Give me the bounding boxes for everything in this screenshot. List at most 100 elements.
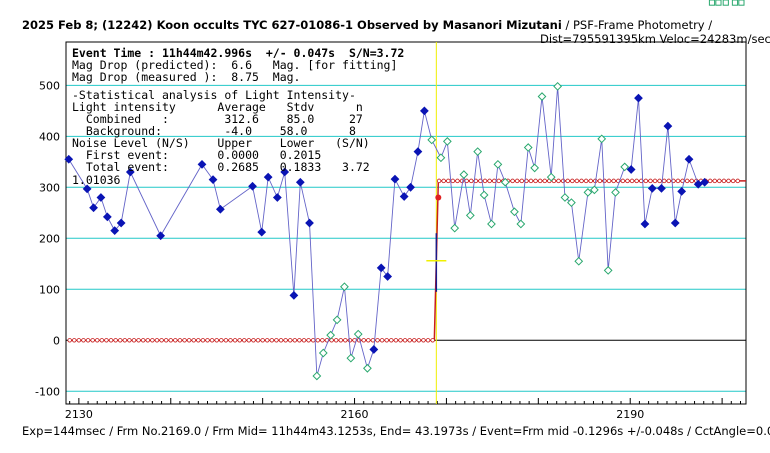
- data-point: [663, 121, 673, 131]
- model-marker-low: [425, 338, 431, 343]
- stats-total-event: Total event: 0.2685 0.1833 3.72: [72, 160, 370, 174]
- y-tick-label: 500: [39, 79, 60, 92]
- model-marker-high: [542, 178, 547, 184]
- data-point: [670, 218, 680, 228]
- data-point: [289, 291, 299, 300]
- model-marker-low: [200, 338, 206, 343]
- data-point: [597, 134, 607, 144]
- data-point: [626, 165, 636, 174]
- model-marker-high: [629, 178, 635, 184]
- model-marker-low: [260, 338, 265, 343]
- data-point: [102, 212, 112, 222]
- model-marker-high: [657, 178, 662, 184]
- model-marker-high: [634, 178, 639, 184]
- model-marker-low: [292, 338, 298, 343]
- mag-drop-predicted: Mag Drop (predicted): 6.6 Mag. [for fitt…: [72, 58, 398, 72]
- y-tick-label: 0: [53, 334, 60, 347]
- model-marker-low: [301, 338, 307, 343]
- model-marker-low: [361, 338, 366, 343]
- data-point: [738, 0, 745, 6]
- model-marker-low: [209, 338, 215, 343]
- data-point: [197, 159, 207, 169]
- data-point: [353, 329, 363, 339]
- data-point: [677, 187, 687, 196]
- x-tick-label: 2190: [616, 408, 644, 421]
- data-point: [574, 256, 584, 266]
- data-point: [427, 135, 437, 145]
- data-point: [363, 363, 372, 373]
- model-marker-high: [675, 178, 681, 184]
- data-point: [82, 184, 92, 194]
- model-marker-low: [255, 338, 261, 343]
- model-marker-low: [177, 338, 183, 343]
- footer-info: Exp=144msec / Frm No.2169.0 / Frm Mid= 1…: [22, 424, 770, 438]
- data-point: [589, 185, 599, 195]
- model-marker-high: [648, 178, 653, 184]
- model-marker-low: [145, 338, 150, 343]
- model-marker-low: [182, 338, 187, 343]
- model-marker-high: [450, 178, 456, 184]
- model-marker-high: [643, 178, 649, 184]
- data-point: [516, 219, 526, 229]
- model-marker-high: [721, 178, 727, 184]
- model-marker-low: [173, 338, 178, 343]
- model-marker-low: [274, 338, 279, 343]
- model-marker-low: [205, 338, 210, 343]
- data-point: [215, 204, 225, 214]
- model-marker-low: [150, 338, 155, 343]
- data-point: [510, 207, 519, 217]
- data-point: [684, 154, 694, 164]
- data-point: [295, 177, 305, 187]
- data-point: [553, 81, 563, 91]
- model-marker-low: [186, 338, 192, 343]
- model-marker-low: [67, 338, 72, 343]
- data-point: [110, 226, 120, 236]
- model-marker-low: [154, 338, 160, 343]
- stats-combined: Combined : 312.6 85.0 27: [72, 112, 363, 126]
- model-marker-low: [232, 338, 238, 343]
- chart-title-main: 2025 Feb 8; (12242) Koon occults TYC 627…: [22, 18, 562, 32]
- model-marker-low: [379, 338, 385, 343]
- x-tick-label: 2130: [65, 408, 93, 421]
- model-marker-high: [482, 178, 488, 184]
- model-marker-high: [611, 178, 616, 184]
- data-point: [89, 203, 98, 213]
- model-marker-high: [625, 178, 630, 184]
- distance-velocity: Dist=795591395km Veloc=24283m/sec: [540, 32, 770, 46]
- y-tick-label: -100: [35, 385, 60, 398]
- model-marker-high: [726, 178, 731, 184]
- model-marker-low: [122, 338, 128, 343]
- data-point: [634, 93, 643, 103]
- data-point: [487, 219, 496, 229]
- model-marker-low: [159, 338, 164, 343]
- model-marker-low: [131, 338, 137, 343]
- model-marker-low: [228, 338, 233, 343]
- model-marker-high: [570, 178, 575, 184]
- model-marker-low: [310, 338, 316, 343]
- data-point: [450, 223, 460, 233]
- model-marker-low: [315, 338, 320, 343]
- data-point: [560, 193, 570, 202]
- model-marker-low: [288, 338, 293, 343]
- data-point: [318, 348, 328, 358]
- model-marker-low: [127, 338, 132, 343]
- model-marker-high: [579, 178, 584, 184]
- data-point: [620, 162, 630, 172]
- model-marker-high: [597, 178, 603, 184]
- model-marker-low: [85, 338, 91, 343]
- model-marker-low: [108, 338, 114, 343]
- data-point: [248, 181, 257, 191]
- data-point: [125, 167, 135, 177]
- data-point: [611, 188, 620, 197]
- model-marker-high: [519, 178, 524, 184]
- data-point: [500, 177, 510, 187]
- model-marker-high: [602, 178, 607, 184]
- stats-heading: -Statistical analysis of Light Intensity…: [72, 88, 356, 102]
- data-point: [436, 153, 446, 163]
- model-marker-low: [407, 338, 412, 343]
- data-point: [479, 190, 489, 200]
- data-point: [647, 183, 657, 193]
- model-marker-high: [441, 178, 446, 184]
- model-marker-low: [384, 338, 389, 343]
- data-point: [459, 170, 469, 179]
